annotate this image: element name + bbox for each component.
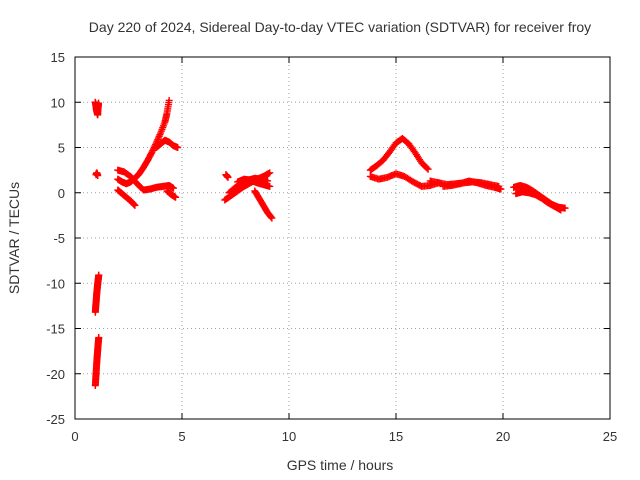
x-axis-ticks: 0 5 10 15 20 25 (71, 57, 617, 444)
data-point (95, 334, 103, 342)
x-tick-label: 20 (496, 429, 510, 444)
x-tick-label: 10 (282, 429, 296, 444)
y-tick-label: 15 (51, 50, 65, 65)
series-arc-2-tail (163, 187, 180, 201)
data-point (268, 214, 276, 222)
y-tick-label: 5 (58, 141, 65, 156)
x-tick-label: 25 (603, 429, 617, 444)
y-tick-label: -5 (53, 231, 65, 246)
data-point (95, 99, 103, 107)
y-tick-label: -15 (46, 322, 65, 337)
y-tick-label: -25 (46, 412, 65, 427)
data-point (174, 144, 182, 151)
series-arc-3-tail (251, 187, 276, 222)
x-tick-label: 0 (71, 429, 78, 444)
chart-title: Day 220 of 2024, Sidereal Day-to-day VTE… (89, 19, 591, 35)
data-point (267, 213, 275, 221)
series-arc-4-lower (366, 170, 443, 190)
series-arc-3-c (234, 175, 274, 190)
data-point (224, 173, 232, 181)
data-point (561, 204, 569, 212)
series-arc-2-upper (152, 136, 182, 151)
y-tick-label: 0 (58, 186, 65, 201)
x-axis-label: GPS time / hours (287, 457, 394, 473)
series-arc-4-long2 (439, 177, 505, 193)
data-point (130, 201, 138, 209)
data-point (95, 271, 103, 279)
series-arc-1-top (91, 98, 103, 119)
series-arc-1-low2 (91, 334, 103, 390)
data-point (424, 165, 432, 173)
data-point (131, 201, 139, 209)
series-arc-3-start (222, 171, 232, 181)
data-point (94, 172, 102, 180)
data-point (172, 193, 180, 201)
data-point (423, 164, 431, 172)
data-point (266, 182, 274, 190)
data-point (497, 185, 505, 193)
gridlines (75, 57, 610, 419)
series-arc-1-mid (92, 169, 102, 180)
series-arc-2-down (114, 186, 139, 209)
y-axis-ticks: -25 -20 -15 -10 -5 0 5 10 15 (46, 50, 610, 427)
data-point (165, 96, 173, 104)
y-axis-label: SDTVAR / TECUs (6, 182, 22, 294)
series-arc-2-flat (114, 166, 177, 194)
y-tick-label: -10 (46, 276, 65, 291)
y-tick-label: -20 (46, 367, 65, 382)
data-point (129, 200, 137, 208)
y-tick-label: 10 (51, 95, 65, 110)
data-points (91, 96, 569, 390)
data-point (266, 169, 274, 177)
series-arc-4-bump (366, 134, 432, 174)
x-tick-label: 5 (178, 429, 185, 444)
data-point (557, 206, 565, 214)
series-arc-5b (512, 188, 565, 214)
x-tick-label: 15 (389, 429, 403, 444)
series-arc-1-low1 (91, 271, 103, 316)
data-point (169, 184, 177, 192)
plot-frame (74, 56, 611, 420)
